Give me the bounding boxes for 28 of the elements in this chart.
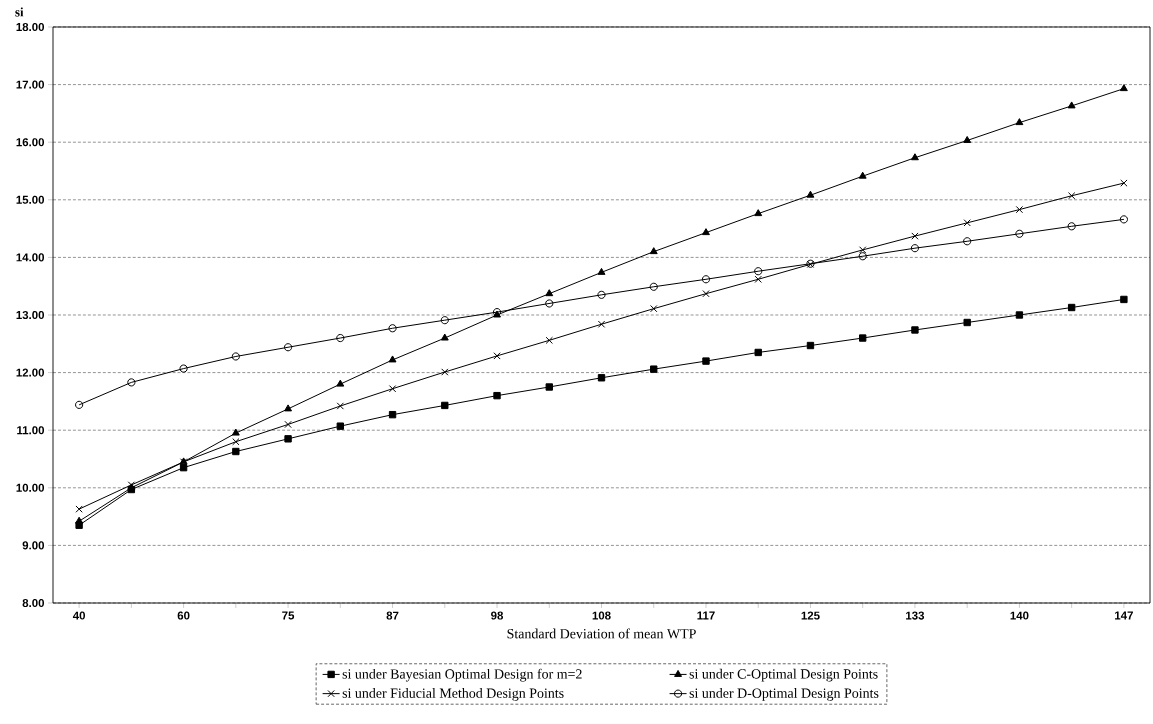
- y-tick-label: 13.00: [16, 310, 45, 320]
- y-tick-label: 14.00: [16, 253, 45, 262]
- x-tick-label: 98: [491, 611, 504, 620]
- legend-label: si under C-Optimal Design Points: [689, 668, 878, 682]
- x-tick-label: 87: [386, 611, 399, 620]
- y-axis-title: si: [15, 7, 24, 17]
- x-tick-label: 133: [906, 611, 925, 620]
- y-tick-label: 12.00: [16, 368, 45, 377]
- x-tick-label: 60: [177, 611, 190, 620]
- legend-label: si under Fiducial Method Design Points: [342, 688, 564, 701]
- x-tick-label: 140: [1010, 611, 1029, 620]
- y-tick-label: 8.00: [22, 598, 45, 608]
- y-tick-label: 18.00: [16, 22, 45, 32]
- y-tick-label: 15.00: [16, 195, 45, 204]
- legend-label: si under Bayesian Optimal Design for m=2: [342, 668, 582, 682]
- x-tick-label: 75: [282, 611, 295, 620]
- y-tick-label: 9.00: [22, 541, 45, 550]
- x-tick-label: 108: [592, 611, 611, 620]
- x-tick-label: 40: [72, 611, 86, 620]
- legend-label: si under D-Optimal Design Points: [689, 688, 879, 701]
- x-tick-label: 147: [1115, 611, 1133, 620]
- y-tick-label: 10.00: [16, 483, 45, 492]
- y-tick-label: 16.00: [16, 138, 45, 147]
- y-tick-label: 11.00: [17, 426, 45, 435]
- y-tick-label: 17.00: [16, 80, 45, 89]
- x-tick-label: 125: [801, 611, 820, 620]
- x-tick-label: 117: [697, 611, 715, 620]
- x-axis-title: Standard Deviation of mean WTP: [507, 628, 696, 639]
